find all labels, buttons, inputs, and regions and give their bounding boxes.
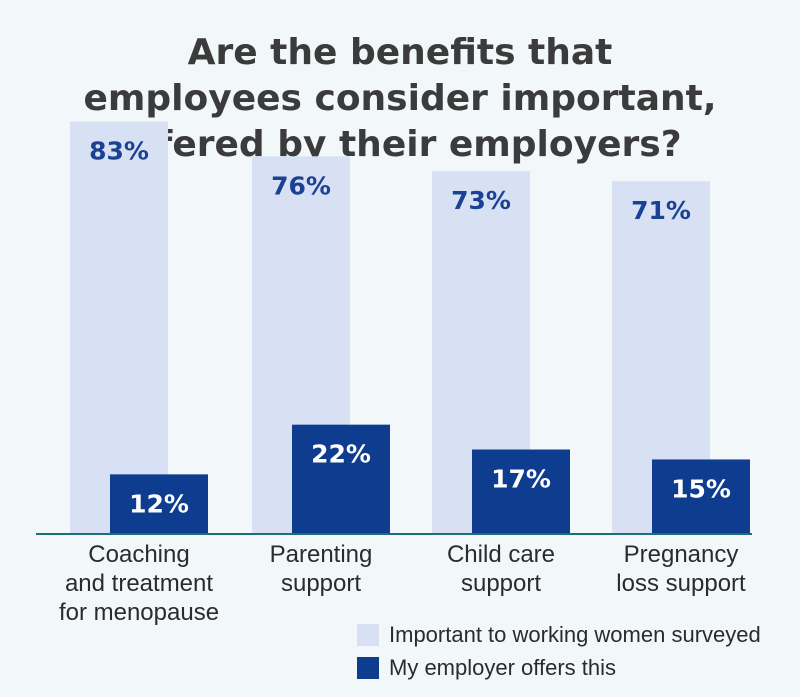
- bar-label-employer: 22%: [311, 440, 371, 469]
- bar-employer: [652, 459, 750, 534]
- bar-employer: [292, 424, 390, 534]
- category-label-line: support: [281, 570, 361, 597]
- category-label-line: loss support: [616, 570, 746, 597]
- category-label-line: Pregnancy: [624, 541, 739, 568]
- bar-label-employer: 12%: [129, 489, 189, 518]
- bar-employer: [110, 474, 208, 534]
- legend-label-important: Important to working women surveyed: [389, 621, 761, 647]
- bar-employer: [472, 449, 570, 534]
- bar-label-important: 76%: [271, 171, 331, 200]
- category-label: Child care support: [447, 541, 555, 597]
- legend-label-employer: My employer offers this: [389, 654, 617, 680]
- bar-label-important: 73%: [451, 186, 511, 215]
- bar-label-important: 83%: [89, 136, 149, 165]
- legend: Important to working women surveyed My e…: [357, 618, 761, 684]
- chart-title-line: offered by their employers?: [118, 124, 682, 165]
- legend-item-employer: My employer offers this: [357, 651, 761, 684]
- category-label-line: support: [461, 570, 541, 597]
- bar-label-employer: 17%: [491, 465, 551, 494]
- category-label: Coaching and treatment for menopause: [59, 541, 219, 626]
- category-label: Pregnancy loss support: [616, 541, 746, 597]
- chart-title: Are the benefits that employees consider…: [0, 30, 800, 168]
- bar-important: [70, 121, 168, 535]
- legend-swatch-important: [357, 623, 379, 646]
- category-label-line: Parenting: [270, 541, 373, 568]
- bar-label-employer: 15%: [671, 474, 731, 503]
- category-label-line: Child care: [447, 541, 555, 568]
- category-label-line: Coaching: [88, 541, 189, 568]
- chart-title-line: Are the benefits that: [187, 32, 613, 73]
- legend-swatch-employer: [357, 656, 379, 679]
- legend-item-important: Important to working women surveyed: [357, 618, 761, 651]
- chart-title-line: employees consider important,: [83, 78, 717, 119]
- category-label-line: and treatment: [65, 570, 213, 597]
- category-label: Parenting support: [270, 541, 373, 597]
- category-label-line: for menopause: [59, 599, 219, 626]
- bar-label-important: 71%: [631, 196, 691, 225]
